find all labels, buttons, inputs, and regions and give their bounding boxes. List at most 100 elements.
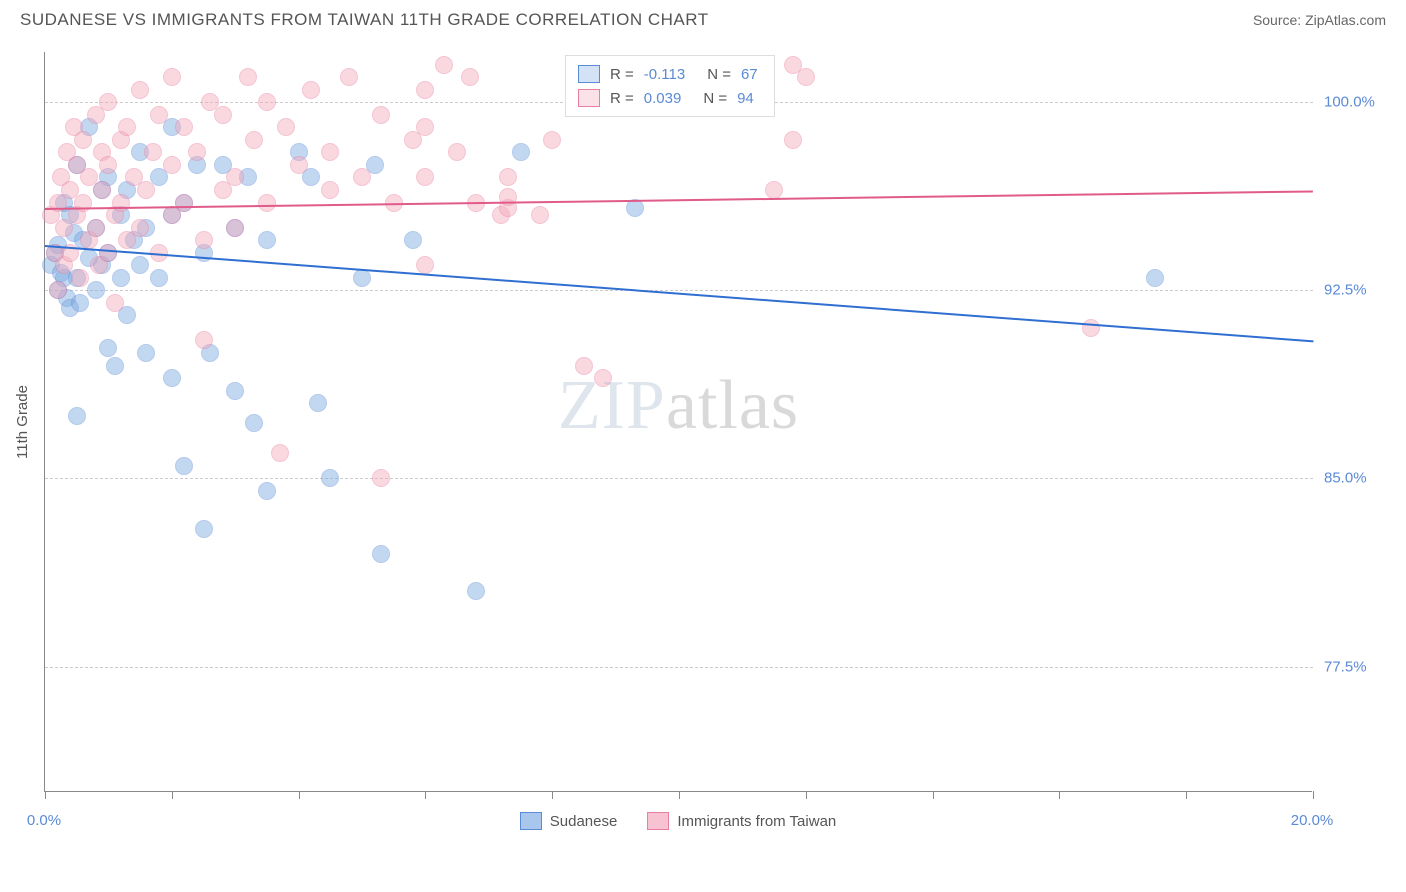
data-point xyxy=(353,168,371,186)
data-point xyxy=(416,81,434,99)
data-point xyxy=(594,369,612,387)
data-point xyxy=(195,231,213,249)
data-point xyxy=(112,269,130,287)
data-point xyxy=(1082,319,1100,337)
legend-r-value: -0.113 xyxy=(644,66,685,83)
data-point xyxy=(797,68,815,86)
data-point xyxy=(131,81,149,99)
x-tick xyxy=(1313,791,1314,799)
data-point xyxy=(150,269,168,287)
data-point xyxy=(87,281,105,299)
data-point xyxy=(784,131,802,149)
data-point xyxy=(118,118,136,136)
chart-container: 11th Grade ZIPatlas R = -0.113N = 67R = … xyxy=(44,52,1394,810)
x-tick xyxy=(1186,791,1187,799)
gridline xyxy=(45,478,1313,479)
data-point xyxy=(461,68,479,86)
legend-n-value: 67 xyxy=(741,66,758,83)
data-point xyxy=(131,219,149,237)
data-point xyxy=(258,482,276,500)
data-point xyxy=(277,118,295,136)
chart-title: SUDANESE VS IMMIGRANTS FROM TAIWAN 11TH … xyxy=(20,10,709,30)
data-point xyxy=(467,582,485,600)
x-tick xyxy=(425,791,426,799)
data-point xyxy=(258,93,276,111)
data-point xyxy=(239,68,257,86)
data-point xyxy=(137,344,155,362)
legend-n-label: N = xyxy=(703,90,727,107)
data-point xyxy=(68,407,86,425)
legend-swatch xyxy=(578,89,600,107)
y-tick-label: 77.5% xyxy=(1324,658,1367,675)
data-point xyxy=(302,81,320,99)
data-point xyxy=(214,106,232,124)
data-point xyxy=(340,68,358,86)
trend-line xyxy=(45,190,1313,210)
gridline xyxy=(45,667,1313,668)
data-point xyxy=(144,143,162,161)
data-point xyxy=(353,269,371,287)
data-point xyxy=(245,131,263,149)
legend-r-label: R = xyxy=(610,66,634,83)
y-axis-title: 11th Grade xyxy=(14,385,31,459)
legend-bottom: SudaneseImmigrants from Taiwan xyxy=(44,812,1312,830)
x-tick xyxy=(45,791,46,799)
data-point xyxy=(99,244,117,262)
x-tick xyxy=(552,791,553,799)
legend-stat-row: R = 0.039N = 94 xyxy=(578,86,758,110)
y-tick-label: 92.5% xyxy=(1324,282,1367,299)
data-point xyxy=(372,106,390,124)
data-point xyxy=(416,168,434,186)
data-point xyxy=(49,281,67,299)
data-point xyxy=(321,181,339,199)
data-point xyxy=(435,56,453,74)
data-point xyxy=(137,181,155,199)
data-point xyxy=(71,269,89,287)
data-point xyxy=(765,181,783,199)
data-point xyxy=(1146,269,1164,287)
data-point xyxy=(372,545,390,563)
data-point xyxy=(258,231,276,249)
data-point xyxy=(99,156,117,174)
x-tick xyxy=(933,791,934,799)
data-point xyxy=(271,444,289,462)
data-point xyxy=(531,206,549,224)
data-point xyxy=(163,369,181,387)
legend-swatch xyxy=(520,812,542,830)
y-tick-label: 100.0% xyxy=(1324,94,1375,111)
data-point xyxy=(131,256,149,274)
data-point xyxy=(372,469,390,487)
data-point xyxy=(543,131,561,149)
legend-stat-row: R = -0.113N = 67 xyxy=(578,62,758,86)
data-point xyxy=(106,357,124,375)
data-point xyxy=(71,294,89,312)
data-point xyxy=(499,168,517,186)
x-tick-label: 20.0% xyxy=(1291,812,1334,829)
plot-area: ZIPatlas R = -0.113N = 67R = 0.039N = 94 xyxy=(44,52,1312,792)
data-point xyxy=(99,339,117,357)
data-point xyxy=(290,156,308,174)
legend-stats: R = -0.113N = 67R = 0.039N = 94 xyxy=(565,55,775,117)
y-tick-label: 85.0% xyxy=(1324,470,1367,487)
data-point xyxy=(150,106,168,124)
data-point xyxy=(575,357,593,375)
data-point xyxy=(499,188,517,206)
data-point xyxy=(245,414,263,432)
legend-item: Immigrants from Taiwan xyxy=(647,812,836,830)
data-point xyxy=(74,131,92,149)
data-point xyxy=(175,118,193,136)
x-tick xyxy=(1059,791,1060,799)
data-point xyxy=(416,256,434,274)
legend-r-label: R = xyxy=(610,90,634,107)
chart-source: Source: ZipAtlas.com xyxy=(1253,12,1386,28)
x-tick xyxy=(806,791,807,799)
data-point xyxy=(87,219,105,237)
legend-swatch xyxy=(647,812,669,830)
data-point xyxy=(226,168,244,186)
data-point xyxy=(512,143,530,161)
data-point xyxy=(175,457,193,475)
legend-r-value: 0.039 xyxy=(644,90,682,107)
x-tick xyxy=(299,791,300,799)
data-point xyxy=(99,93,117,111)
data-point xyxy=(226,219,244,237)
